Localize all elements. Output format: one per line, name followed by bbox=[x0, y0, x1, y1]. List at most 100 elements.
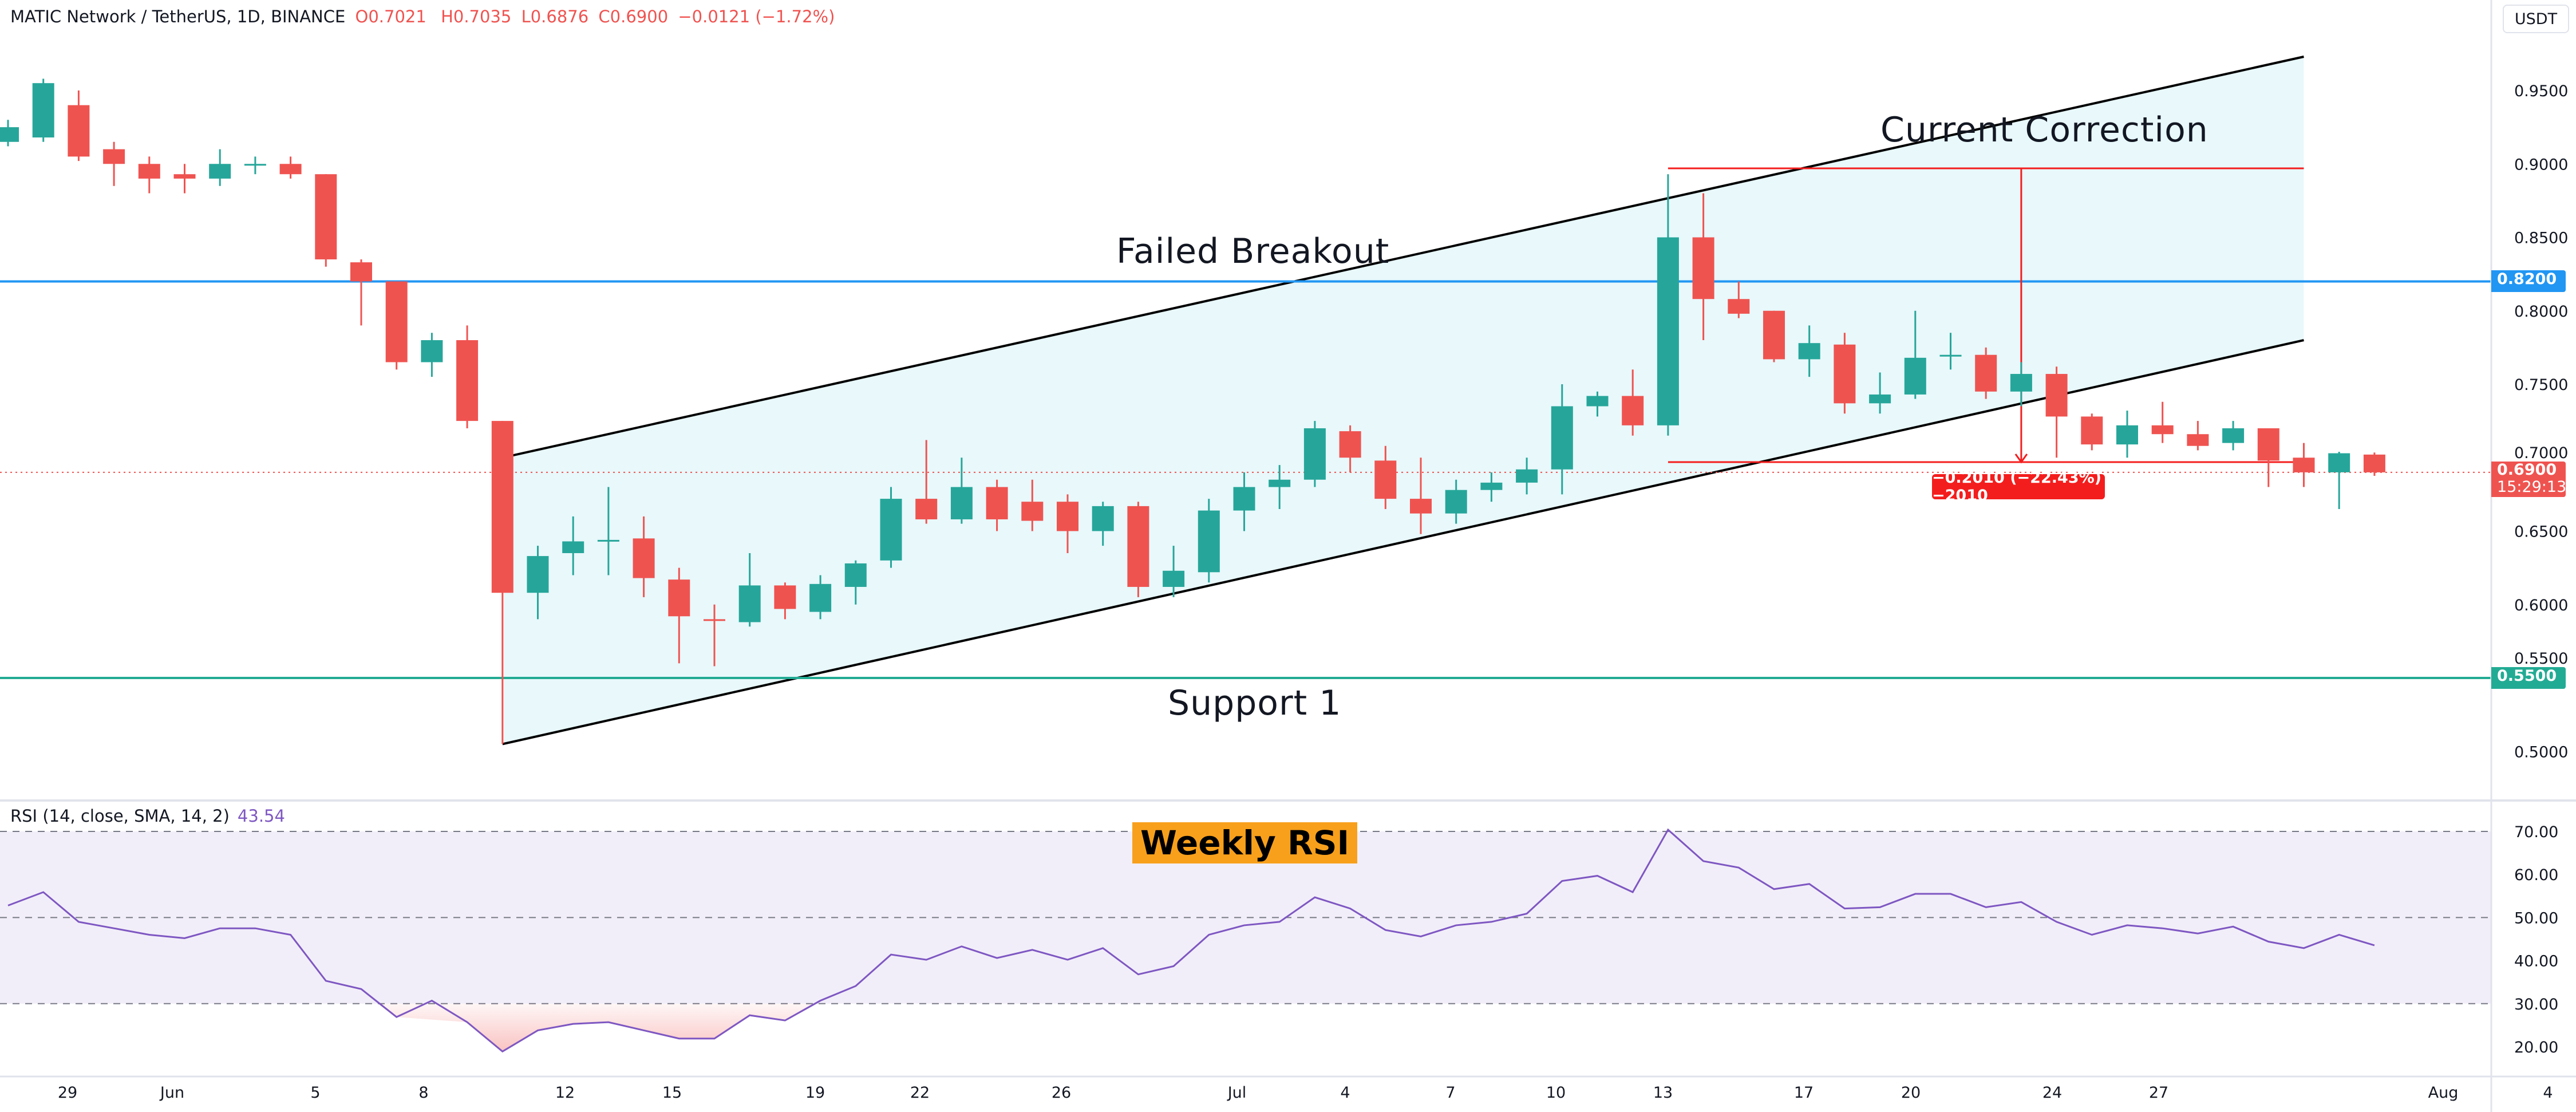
candle bbox=[1586, 391, 1609, 417]
price-tick-label: 0.5500 bbox=[2514, 650, 2568, 668]
candle-body bbox=[1763, 310, 1785, 360]
annotation-current-correction[interactable]: Current Correction bbox=[1880, 110, 2208, 150]
candle bbox=[1728, 281, 1750, 318]
last-price-tag: 0.6900 15:29:13 bbox=[2491, 462, 2566, 497]
candle bbox=[915, 440, 938, 524]
candle-body bbox=[1021, 502, 1044, 521]
candle-body bbox=[1127, 506, 1149, 587]
symbol-header: MATIC Network / TetherUS, 1D, BINANCE O0… bbox=[10, 7, 839, 26]
candle bbox=[809, 575, 832, 620]
rsi-tick-label: 30.00 bbox=[2514, 996, 2558, 1014]
candle bbox=[2081, 413, 2103, 451]
annotation-failed-breakout[interactable]: Failed Breakout bbox=[1116, 231, 1390, 271]
candle-body bbox=[738, 585, 761, 622]
candle-body bbox=[1374, 460, 1397, 499]
candle bbox=[2187, 421, 2209, 451]
candle-body bbox=[456, 340, 479, 421]
candle bbox=[32, 78, 54, 142]
candle bbox=[1303, 421, 1326, 487]
candle-body bbox=[704, 619, 725, 621]
candle-body bbox=[1303, 428, 1326, 480]
candle-body bbox=[491, 421, 513, 593]
candle-body bbox=[2257, 428, 2279, 461]
candle-body bbox=[1975, 354, 1997, 392]
candle bbox=[950, 458, 973, 524]
candle bbox=[1516, 458, 1538, 495]
candle-body bbox=[2151, 425, 2174, 435]
candle bbox=[2293, 443, 2315, 487]
time-tick-label: 17 bbox=[1794, 1084, 1814, 1102]
candle bbox=[1374, 445, 1397, 510]
candle-body bbox=[633, 538, 655, 578]
candle-body bbox=[844, 563, 867, 587]
rsi-label: RSI (14, close, SMA, 14, 2) bbox=[10, 806, 230, 826]
horizontal-levels[interactable] bbox=[0, 280, 2491, 679]
ohlc-open: O0.7021 bbox=[355, 7, 426, 26]
candle-body bbox=[1657, 237, 1679, 425]
candle-body bbox=[668, 579, 690, 617]
candle-body bbox=[1163, 570, 1185, 587]
candle-body bbox=[1798, 343, 1820, 360]
price-tick-label: 0.7500 bbox=[2514, 376, 2568, 394]
candle-body bbox=[774, 585, 796, 609]
rsi-tick-label: 40.00 bbox=[2514, 953, 2558, 971]
candle bbox=[1622, 369, 1644, 436]
price-tick-label: 0.5000 bbox=[2514, 743, 2568, 761]
channel-fill bbox=[502, 57, 2304, 744]
candle bbox=[103, 141, 125, 186]
candle bbox=[1127, 502, 1149, 597]
support-price-tag: 0.5500 bbox=[2491, 667, 2566, 689]
candles bbox=[0, 78, 2385, 744]
candle bbox=[1763, 310, 1785, 362]
candle bbox=[1692, 193, 1714, 341]
candle-body bbox=[1445, 490, 1467, 514]
candle bbox=[986, 479, 1008, 531]
rsi-line bbox=[7, 828, 2375, 1053]
time-tick-label: 26 bbox=[1052, 1084, 1071, 1102]
time-tick-label: 29 bbox=[58, 1084, 77, 1102]
candle-body bbox=[2045, 374, 2068, 417]
measure-tool[interactable] bbox=[1668, 167, 2304, 464]
candle-body bbox=[950, 487, 973, 519]
candle bbox=[704, 604, 725, 667]
candle bbox=[2257, 428, 2279, 487]
candle-body bbox=[880, 499, 902, 561]
time-tick-label: 15 bbox=[662, 1084, 682, 1102]
candle bbox=[2222, 421, 2245, 451]
channel-lower-line bbox=[502, 339, 2304, 746]
time-tick-label: 13 bbox=[1653, 1084, 1673, 1102]
price-tick-label: 0.8500 bbox=[2514, 230, 2568, 247]
currency-button[interactable]: USDT bbox=[2503, 5, 2569, 33]
channel-upper-line bbox=[502, 56, 2304, 459]
price-tick-label: 0.6500 bbox=[2514, 523, 2568, 541]
candle-body bbox=[1516, 469, 1538, 483]
candle bbox=[2328, 451, 2350, 510]
rsi-value: 43.54 bbox=[237, 806, 285, 826]
candle bbox=[2010, 362, 2032, 407]
candle bbox=[1163, 546, 1185, 597]
candle bbox=[244, 156, 266, 175]
candle-body bbox=[1869, 394, 1891, 404]
candle-body bbox=[2328, 453, 2350, 472]
candle bbox=[1834, 333, 1856, 414]
candle bbox=[138, 156, 160, 194]
candle-body bbox=[138, 164, 160, 179]
annotation-weekly-rsi[interactable]: Weekly RSI bbox=[1132, 822, 1358, 863]
candle-body bbox=[2010, 374, 2032, 392]
time-tick-label: 7 bbox=[1445, 1084, 1455, 1102]
candle-body bbox=[2116, 425, 2138, 445]
candle bbox=[1551, 384, 1573, 495]
channel-drawing[interactable] bbox=[502, 56, 2304, 746]
time-tick-label: Jul bbox=[1227, 1084, 1247, 1102]
candle-body bbox=[2363, 454, 2385, 472]
candle bbox=[279, 156, 302, 179]
candle-body bbox=[1586, 396, 1609, 407]
annotation-support-1[interactable]: Support 1 bbox=[1168, 683, 1342, 723]
candle bbox=[1798, 325, 1820, 377]
candle-body bbox=[0, 127, 19, 142]
candle-body bbox=[68, 105, 90, 157]
candle bbox=[1939, 333, 1962, 370]
time-tick-label: 12 bbox=[555, 1084, 575, 1102]
time-tick-label: Aug bbox=[2428, 1084, 2459, 1102]
